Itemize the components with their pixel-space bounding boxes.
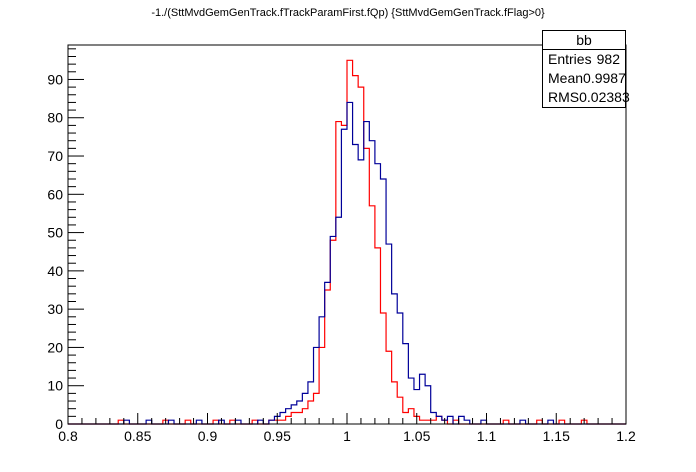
y-tick-label: 50 <box>47 225 63 241</box>
stats-entries-value: 982 <box>596 51 620 67</box>
stats-box: bb Entries 982 Mean 0.9987 RMS 0.02383 <box>542 30 630 108</box>
histogram-series-2-bin <box>341 129 347 424</box>
histogram-series-2-bin <box>397 313 403 424</box>
histogram-series-2-bin <box>408 378 414 424</box>
x-tick-label: 0.9 <box>198 428 218 444</box>
stats-rms-value: 0.02383 <box>579 89 630 105</box>
histogram-series-2-bin <box>436 416 442 424</box>
histogram-series-2-bin <box>358 160 364 424</box>
stats-histogram-name: bb <box>543 31 625 50</box>
stats-entries-row: Entries 982 <box>543 50 625 69</box>
histogram-series-2-bin <box>520 420 526 424</box>
histogram-series-2-bin <box>386 244 392 424</box>
histogram-series-2-bin <box>168 420 174 424</box>
histogram-series-2-bin <box>269 420 275 424</box>
histogram-series-2-bin <box>308 382 314 424</box>
histogram-series-2-bin <box>420 374 426 424</box>
plot-frame <box>67 44 627 425</box>
histogram-series-2-bin <box>314 347 320 424</box>
histogram-series-2-bin <box>336 217 342 424</box>
stats-mean-value: 0.9987 <box>583 70 626 86</box>
stats-mean-label: Mean <box>548 70 584 86</box>
x-tick-label: 1.1 <box>477 428 497 444</box>
stats-entries-label: Entries <box>548 51 592 67</box>
histogram-series-2-bin <box>124 420 130 424</box>
y-tick-label: 0 <box>55 416 63 432</box>
x-tick-label: 1.05 <box>403 428 430 444</box>
histogram-series-2-bin <box>364 122 370 424</box>
y-tick-label: 20 <box>47 339 63 355</box>
histogram-series-2-bin <box>319 317 325 424</box>
histogram-series-2-bin <box>464 420 470 424</box>
y-tick-label: 30 <box>47 301 63 317</box>
x-tick-label: 1.15 <box>543 428 570 444</box>
histogram-series-2-bin <box>325 282 331 424</box>
x-tick-label: 1.2 <box>616 428 636 444</box>
histogram-series-2-bin <box>369 141 375 424</box>
histogram-series-2-bin <box>258 420 264 424</box>
histogram-series-2-bin <box>291 405 297 424</box>
histogram-series-2-bin <box>380 179 386 424</box>
histogram-series-2-bin <box>392 294 398 424</box>
histogram-series-2-bin <box>330 236 336 424</box>
x-tick-label: 1 <box>343 428 351 444</box>
histogram-series-2-bin <box>146 420 152 424</box>
histogram-series-2-bin <box>548 420 554 424</box>
histogram-series-2-bin <box>196 420 202 424</box>
histogram-series-2-bin <box>425 386 431 424</box>
chart-title: -1./(SttMvdGemGenTrack.fTrackParamFirst.… <box>151 7 545 19</box>
histogram-series-2-bin <box>297 401 303 424</box>
y-tick-label: 60 <box>47 186 63 202</box>
histogram-series-2-bin <box>481 420 487 424</box>
histogram-series-2-bin <box>375 164 381 424</box>
histogram-series-2-bin <box>286 409 292 424</box>
x-tick-label: 0.85 <box>124 428 151 444</box>
y-tick-label: 80 <box>47 110 63 126</box>
stats-mean-row: Mean 0.9987 <box>543 69 626 88</box>
histogram-series-2-bin <box>459 416 465 424</box>
x-tick-label: 0.95 <box>264 428 291 444</box>
histogram-series-2-bin <box>353 145 359 424</box>
stats-rms-label: RMS <box>548 89 580 105</box>
histogram-series-2-outline <box>68 101 626 425</box>
x-tick-label: 0.8 <box>58 428 78 444</box>
histogram-series-2-bin <box>235 420 241 424</box>
histogram-series-2-bin <box>431 413 437 424</box>
histogram-series-2-bin <box>280 413 286 424</box>
y-tick-label: 10 <box>47 378 63 394</box>
histogram-series-2-bin <box>347 102 353 424</box>
histogram-series-2-bin <box>403 344 409 424</box>
y-tick-label: 90 <box>47 71 63 87</box>
y-tick-label: 70 <box>47 148 63 164</box>
y-tick-label: 40 <box>47 263 63 279</box>
stats-rms-row: RMS 0.02383 <box>543 88 630 107</box>
histogram-series-2-bin <box>447 416 453 424</box>
